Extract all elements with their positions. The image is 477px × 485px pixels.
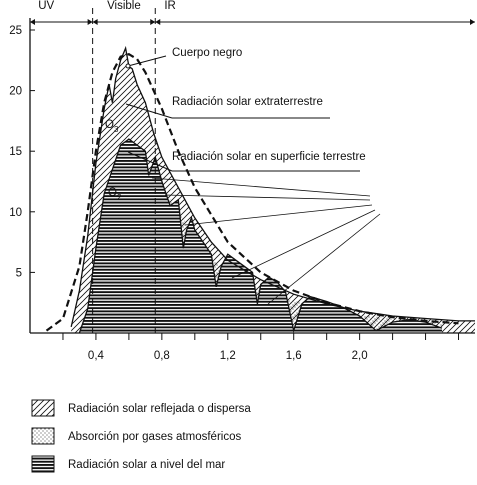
band-arrowhead: [92, 19, 98, 25]
annotation-leader: [125, 103, 173, 119]
absorption-fan-line: [231, 209, 376, 279]
band-label-ir: IR: [164, 0, 176, 12]
legend-label: Radiación solar reflejada o dispersa: [68, 403, 251, 415]
y-tick-label: 15: [9, 146, 22, 158]
annotation-extraterrestrial: Radiación solar extraterrestre: [172, 96, 323, 108]
legend-label: Absorción por gases atmosféricos: [68, 431, 241, 443]
absorption-fan-line: [151, 177, 371, 197]
sea-level-radiation-area: [79, 139, 443, 333]
absorption-fan-line: [267, 213, 381, 305]
band-arrowhead: [30, 19, 35, 25]
x-tick-label: 0,8: [154, 350, 170, 362]
legend-swatch: [31, 399, 55, 417]
legend-swatch: [31, 427, 55, 445]
absorption-fan-line: [184, 204, 373, 226]
series-line-black-body: [45, 53, 459, 332]
band-label-visible: Visible: [107, 0, 141, 12]
sea-level-area-layer: [79, 139, 443, 333]
series-lines-layer: [45, 45, 475, 334]
y-tick-label: 25: [9, 25, 22, 37]
y-tick-label: 10: [9, 207, 22, 219]
axes-layer: 5 10 15 20 25 0,4 0,8 1,2 1,6 2,0: [9, 18, 475, 362]
x-tick-label: 0,4: [88, 350, 105, 362]
annotation-o3-subscript: 3: [114, 125, 119, 134]
annotations-layer: Cuerpo negro Radiación solar extraterrest…: [105, 47, 381, 305]
series-line-surface: [78, 138, 443, 334]
y-tick-label: 20: [9, 86, 22, 98]
y-tick-label: 5: [16, 267, 22, 279]
band-label-uv: UV: [38, 0, 54, 12]
absorption-fan-line: [164, 194, 371, 201]
band-arrowhead: [87, 19, 93, 25]
x-tick-label: 2,0: [352, 350, 368, 362]
band-arrowhead: [470, 19, 475, 25]
annotation-anchor: [125, 63, 131, 69]
band-arrowhead: [150, 19, 156, 25]
legend-swatch: [31, 455, 55, 473]
band-arrowhead: [155, 19, 161, 25]
spectral-bands-layer: UV Visible IR: [30, 0, 475, 333]
x-tick-label: 1,6: [286, 350, 302, 362]
annotation-surface: Radiación solar en superficie terrestre: [172, 151, 366, 163]
annotation-black-body: Cuerpo negro: [172, 47, 242, 59]
x-tick-label: 1,2: [220, 350, 236, 362]
legend-label: Radiación solar a nivel del mar: [68, 459, 225, 471]
annotation-leader: [127, 151, 173, 172]
legend: Radiación solar reflejada o dispersa Abso…: [31, 399, 251, 473]
annotation-leader: [127, 55, 167, 67]
annotation-o2-subscript: 2: [117, 193, 122, 202]
